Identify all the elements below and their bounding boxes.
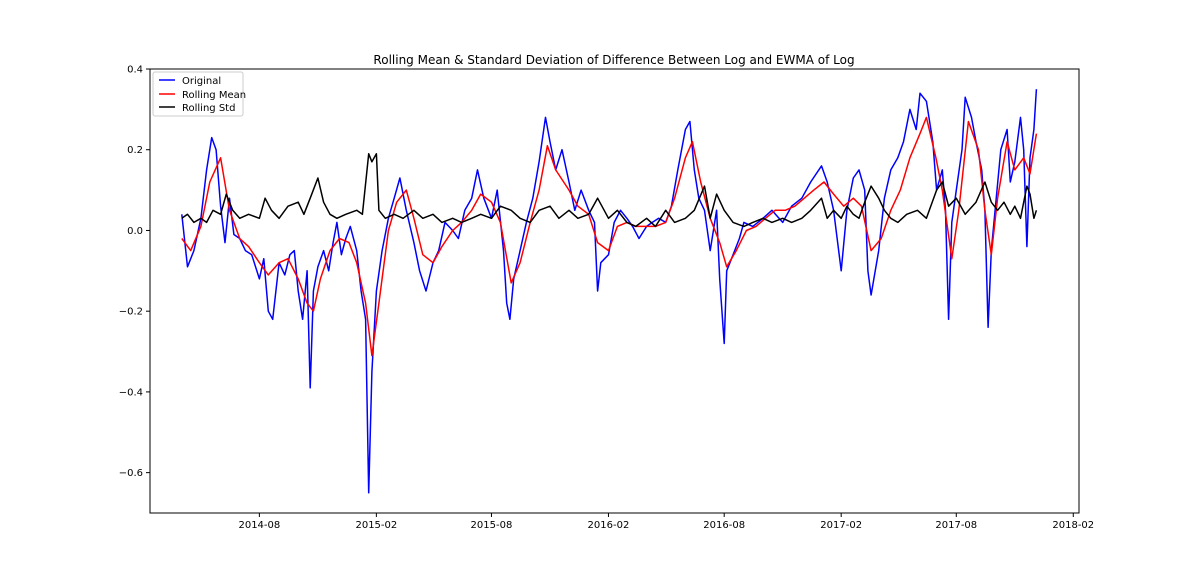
x-tick-label: 2016-02: [588, 520, 630, 531]
plot-area: [149, 68, 1080, 514]
y-tick-label: −0.2: [119, 307, 143, 318]
legend: Original Rolling Mean Rolling Std: [152, 71, 246, 117]
x-tick-label: 2017-08: [935, 520, 977, 531]
x-tick-label: 2014-08: [238, 520, 280, 531]
legend-label-rolling-std: Rolling Std: [182, 103, 235, 114]
x-tick-label: 2015-08: [471, 520, 513, 531]
x-tick-label: 2017-02: [820, 520, 862, 531]
y-tick-label: −0.6: [119, 468, 143, 479]
y-tick-label: −0.4: [119, 387, 143, 398]
y-axis: 0.4 0.2 0.0 −0.2 −0.4 −0.6: [119, 65, 150, 479]
x-tick-label: 2018-02: [1052, 520, 1094, 531]
x-tick-label: 2015-02: [355, 520, 397, 531]
legend-label-rolling-mean: Rolling Mean: [182, 90, 246, 101]
series-line-original: [181, 89, 1038, 494]
legend-label-original: Original: [182, 76, 221, 87]
series-line-rolling-std: [181, 153, 1038, 228]
x-tick-label: 2016-08: [703, 520, 745, 531]
y-tick-label: 0.2: [127, 145, 143, 156]
x-axis: 2014-08 2015-02 2015-08 2016-02 2016-08 2017-…: [238, 513, 1094, 531]
y-tick-label: 0.0: [127, 226, 143, 237]
series-line-rolling-mean: [181, 116, 1038, 357]
series-layer: [181, 89, 1038, 494]
legend-box: [152, 71, 244, 117]
y-tick-label: 0.4: [127, 65, 143, 76]
chart-title: Rolling Mean & Standard Deviation of Dif…: [373, 53, 854, 67]
